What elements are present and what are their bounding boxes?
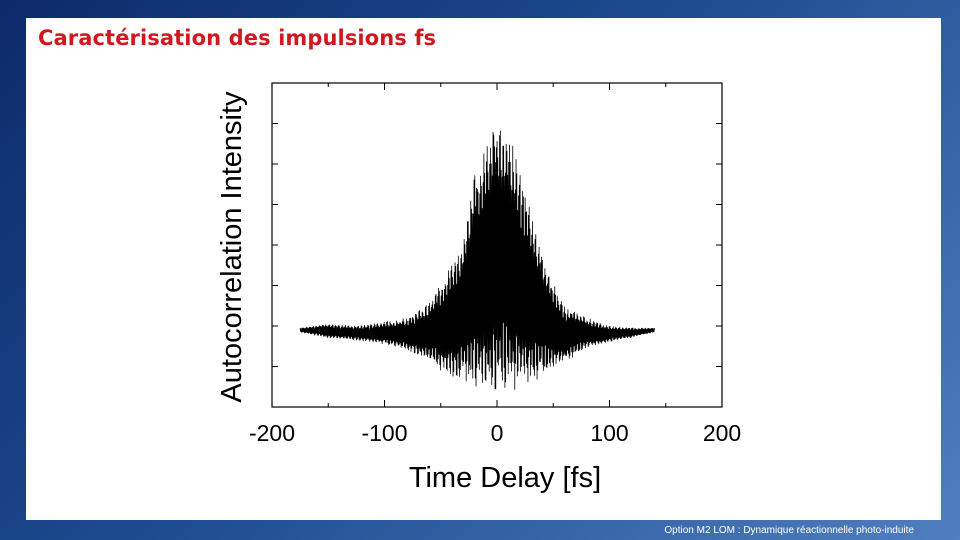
x-tick-label: -100 — [361, 420, 407, 446]
x-tick-label: 200 — [703, 420, 741, 446]
x-tick-label: 0 — [491, 420, 504, 446]
x-tick-label: 100 — [590, 420, 628, 446]
y-axis-title: Autocorrelation Intensity — [216, 91, 248, 403]
x-axis-title: Time Delay [fs] — [409, 462, 601, 494]
slide-title: Caractérisation des impulsions fs — [38, 26, 437, 50]
autocorrelation-trace — [299, 130, 655, 390]
footer-text: Option M2 LOM : Dynamique réactionnelle … — [664, 525, 914, 536]
x-tick-label: -200 — [249, 420, 295, 446]
